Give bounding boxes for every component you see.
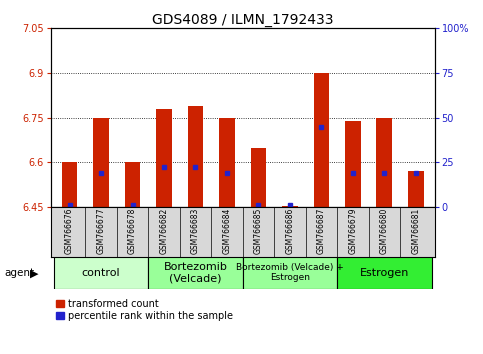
Text: GSM766687: GSM766687 <box>317 208 326 254</box>
Legend: transformed count, percentile rank within the sample: transformed count, percentile rank withi… <box>56 299 233 321</box>
Text: GSM766683: GSM766683 <box>191 208 200 254</box>
Text: Bortezomib
(Velcade): Bortezomib (Velcade) <box>164 262 227 284</box>
Bar <box>376 118 392 207</box>
Text: GSM766679: GSM766679 <box>348 208 357 254</box>
Text: control: control <box>82 268 120 278</box>
Bar <box>408 171 424 207</box>
Bar <box>243 257 337 289</box>
Text: GSM766685: GSM766685 <box>254 208 263 254</box>
Bar <box>219 118 235 207</box>
Bar <box>62 162 77 207</box>
Text: GSM766676: GSM766676 <box>65 208 74 254</box>
Text: agent: agent <box>5 268 35 278</box>
Text: GSM766682: GSM766682 <box>159 208 169 254</box>
Bar <box>187 106 203 207</box>
Text: GSM766677: GSM766677 <box>97 208 106 254</box>
Bar <box>148 257 243 289</box>
Text: GSM766680: GSM766680 <box>380 208 389 254</box>
Bar <box>313 73 329 207</box>
Bar <box>125 162 141 207</box>
Text: GSM766678: GSM766678 <box>128 208 137 254</box>
Bar <box>54 257 148 289</box>
Bar <box>93 118 109 207</box>
Text: ▶: ▶ <box>30 269 39 279</box>
Bar <box>337 257 431 289</box>
Text: GSM766681: GSM766681 <box>412 208 420 254</box>
Text: GSM766686: GSM766686 <box>285 208 295 254</box>
Title: GDS4089 / ILMN_1792433: GDS4089 / ILMN_1792433 <box>152 13 333 27</box>
Text: Bortezomib (Velcade) +
Estrogen: Bortezomib (Velcade) + Estrogen <box>236 263 344 282</box>
Bar <box>156 109 172 207</box>
Text: GSM766684: GSM766684 <box>223 208 231 254</box>
Bar <box>345 121 361 207</box>
Text: Estrogen: Estrogen <box>360 268 409 278</box>
Bar <box>251 148 266 207</box>
Bar <box>282 206 298 207</box>
